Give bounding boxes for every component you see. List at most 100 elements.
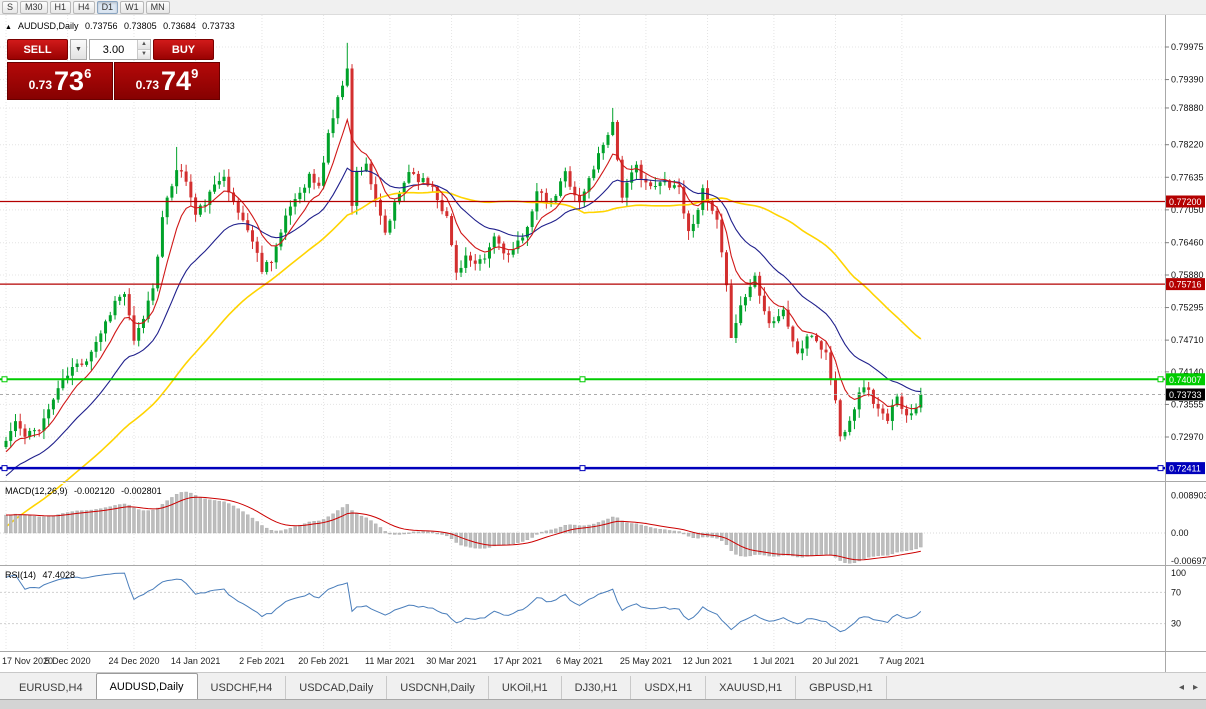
price-tick-label: 0.74710 [1171,335,1204,345]
timeframe-button-H1[interactable]: H1 [49,1,72,14]
buy-button[interactable]: BUY [153,39,214,60]
collapse-panel-icon[interactable]: ▲ [5,24,12,31]
line-handle[interactable] [579,465,586,472]
price-chart-canvas[interactable]: 0.79975 0.79390 0.78880 0.78220 0.77635 0.770… [0,15,1206,672]
timeframe-button-D1[interactable]: D1 [96,1,119,14]
svg-text:0.77200: 0.77200 [1169,197,1202,207]
macd-tick-label: -0.00697 [1171,556,1206,566]
volume-increase-button[interactable]: ▲ [138,40,150,50]
symbol-tab-GBPUSD-H1[interactable]: GBPUSD,H1 [796,676,887,699]
symbol-tab-AUDUSD-Daily[interactable]: AUDUSD,Daily [95,673,198,699]
volume-field: ▲ ▼ [89,39,151,60]
ohlc-low: 0.73684 [163,21,196,31]
symbol-tab-USDX-H1[interactable]: USDX,H1 [631,676,707,699]
volume-decrease-button[interactable]: ▼ [138,50,150,59]
tabs-scroll-right-button[interactable]: ▸ [1192,682,1198,693]
moving-averages [5,117,922,528]
chart-background [0,15,1206,672]
chart-symbol-label: AUDUSD,Daily [17,21,79,31]
line-handle[interactable] [1,465,8,472]
bottom-strip [0,699,1206,709]
macd-header: MACD(12,26,9) -0.002120 -0.002801 [5,486,166,496]
timeframe-button-W1[interactable]: W1 [120,1,144,14]
level-lines [0,200,1165,472]
price-tag [1166,195,1205,208]
bid-big-digits: 73 [54,65,85,96]
line-handle[interactable] [579,376,586,383]
macd-signal-value: -0.002801 [121,486,162,496]
price-tick-label: 0.79975 [1171,42,1204,52]
price-tag [1166,462,1205,475]
price-tick-label: 0.72970 [1171,432,1204,442]
sell-button[interactable]: SELL [7,39,68,60]
ohlc-open: 0.73756 [84,21,118,31]
bid-price-display[interactable]: 0.73 73 6 [7,62,113,100]
symbol-tabs: EURUSD,H4 AUDUSD,Daily USDCHF,H4 USDCAD,Dai… [0,673,887,699]
rsi-title: RSI(14) [5,570,37,580]
svg-text:0.74007: 0.74007 [1169,375,1202,385]
date-tick-label: 17 Apr 2021 [494,656,543,666]
symbol-tab-DJ30-H1[interactable]: DJ30,H1 [562,676,632,699]
date-tick-label: 30 Mar 2021 [426,656,477,666]
ask-pip-digit: 9 [191,65,199,81]
price-tick-label: 0.77635 [1171,172,1204,182]
date-tick-label: 2 Feb 2021 [239,656,285,666]
symbol-tab-EURUSD-H4[interactable]: EURUSD,H4 [6,676,97,699]
symbol-tab-XAUUSD-H1[interactable]: XAUUSD,H1 [706,676,797,699]
date-tick-label: 5 Dec 2020 [45,656,91,666]
bid-pip-digit: 6 [84,65,92,81]
timeframe-button-H4[interactable]: H4 [73,1,95,14]
price-tick-label: 0.75880 [1171,270,1204,280]
macd-indicator [4,491,923,564]
price-tick-label: 0.77050 [1171,205,1204,215]
timeframe-button-M30[interactable]: M30 [20,1,48,14]
symbol-tab-USDCAD-Daily[interactable]: USDCAD,Daily [286,676,388,699]
svg-text:0.73733: 0.73733 [1169,390,1202,400]
date-tick-label: 17 Nov 2020 [2,656,53,666]
line-handle[interactable] [1,376,8,383]
price-tick-label: 0.73555 [1171,399,1204,409]
timeframe-button-S[interactable]: S [2,1,19,14]
timeframe-button-MN[interactable]: MN [145,1,170,14]
timeframe-toolbar: S M30 H1 H4 D1 W1 MN [0,0,1206,15]
rsi-indicator [5,572,922,633]
ask-price-display[interactable]: 0.73 74 9 [114,62,220,100]
line-handle[interactable] [1157,376,1164,383]
date-tick-label: 12 Jun 2021 [683,656,733,666]
price-tick-label: 0.78880 [1171,103,1204,113]
one-click-trading-panel: SELL ▼ ▲ ▼ BUY 0.73 73 6 0.7 [7,39,221,100]
volume-dropdown-icon[interactable]: ▼ [70,39,87,60]
date-tick-label: 14 Jan 2021 [171,656,221,666]
volume-input[interactable] [90,40,137,59]
price-tick-label: 0.76460 [1171,238,1204,248]
price-tag [1166,373,1205,386]
tabs-scroll-left-button[interactable]: ◂ [1178,682,1184,693]
macd-tick-label: 0.008903 [1171,491,1206,501]
line-handle[interactable] [1157,465,1164,472]
price-tick-label: 0.78220 [1171,140,1204,150]
ohlc-close: 0.73733 [202,21,235,31]
date-tick-label: 20 Feb 2021 [298,656,349,666]
ask-big-digits: 74 [161,65,192,96]
ohlc-high: 0.73805 [124,21,157,31]
rsi-value: 47.4028 [42,570,76,580]
ask-prefix: 0.73 [135,78,160,92]
price-tag [1166,388,1205,401]
macd-title: MACD(12,26,9) [5,486,68,496]
symbol-tab-USDCHF-H4[interactable]: USDCHF,H4 [198,676,287,699]
price-tick-label: 0.79390 [1171,75,1204,85]
rsi-header: RSI(14) 47.4028 [5,570,79,580]
rsi-tick-label: 70 [1171,587,1181,597]
date-tick-label: 1 Jul 2021 [753,656,795,666]
date-tick-label: 11 Mar 2021 [365,656,415,666]
symbol-tab-USDCNH-Daily[interactable]: USDCNH,Daily [387,676,489,699]
rsi-tick-label: 30 [1171,619,1181,629]
svg-text:0.72411: 0.72411 [1169,464,1201,474]
symbol-tabbar: EURUSD,H4 AUDUSD,Daily USDCHF,H4 USDCAD,Dai… [0,672,1206,699]
macd-value: -0.002120 [74,486,115,496]
chart-ohlc-header: ▲ AUDUSD,Daily 0.73756 0.73805 0.73684 0… [5,21,239,31]
date-tick-label: 24 Dec 2020 [108,656,159,666]
rsi-tick-label: 100 [1171,568,1186,578]
symbol-tab-UKOil-H1[interactable]: UKOil,H1 [489,676,562,699]
